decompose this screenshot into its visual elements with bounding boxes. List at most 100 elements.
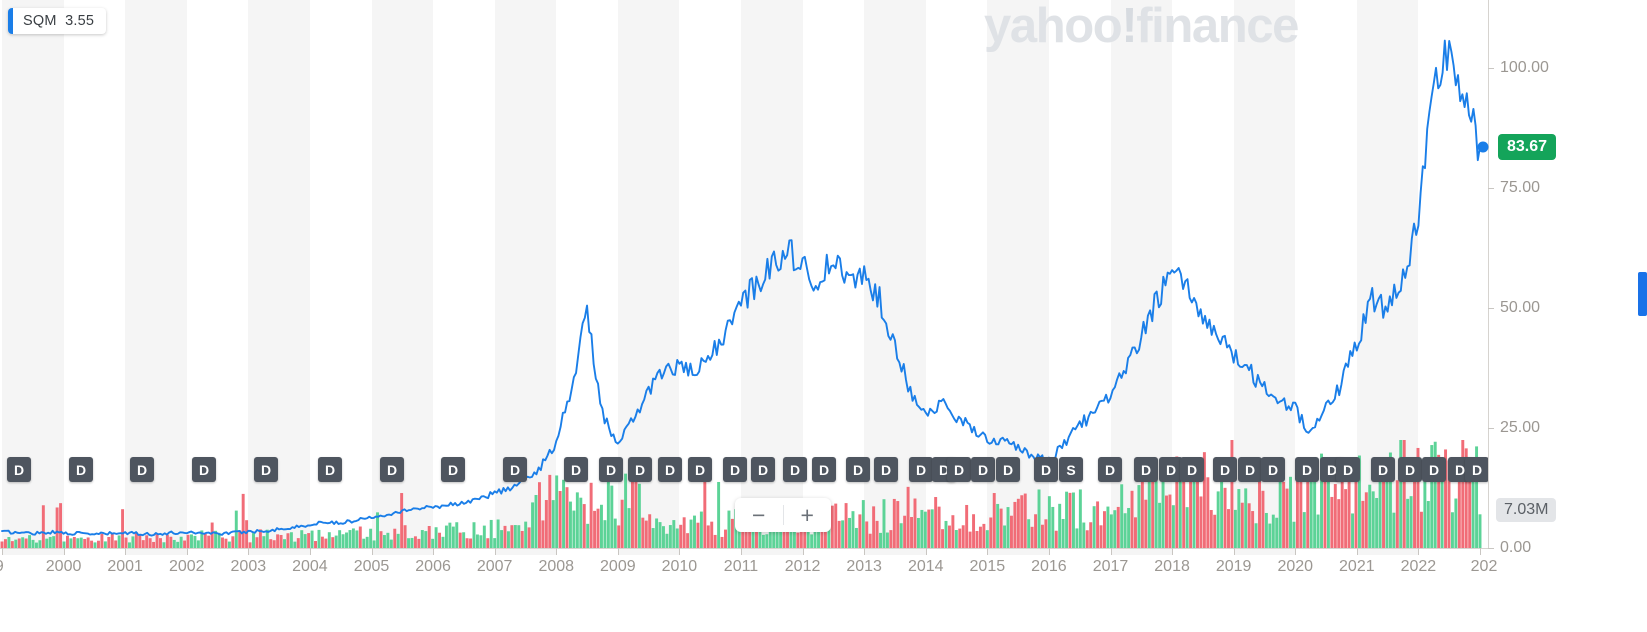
dividend-marker[interactable]: D bbox=[192, 457, 216, 482]
date-axis[interactable]: 99 2000 2001 2002 2003 2004 2005 2006 2007 2008 20… bbox=[0, 548, 1497, 598]
dividend-marker[interactable]: D bbox=[380, 457, 404, 482]
dividend-marker[interactable]: D bbox=[1238, 457, 1262, 482]
volume-bar bbox=[193, 535, 197, 548]
volume-bar bbox=[1020, 495, 1024, 548]
volume-bar bbox=[1051, 506, 1055, 548]
dividend-marker[interactable]: D bbox=[69, 457, 93, 482]
volume-bar bbox=[24, 538, 28, 548]
dividend-marker[interactable]: D bbox=[1180, 457, 1204, 482]
volume-bar bbox=[1237, 489, 1241, 548]
volume-bar bbox=[1058, 503, 1062, 548]
dividend-marker[interactable]: D bbox=[1422, 457, 1446, 482]
dividend-marker[interactable]: D bbox=[1213, 457, 1237, 482]
volume-bar bbox=[482, 525, 486, 548]
volume-bar bbox=[989, 517, 993, 548]
dividend-marker[interactable]: D bbox=[254, 457, 278, 482]
dividend-marker[interactable]: D bbox=[688, 457, 712, 482]
volume-bar bbox=[503, 525, 507, 548]
dividend-marker[interactable]: D bbox=[846, 457, 870, 482]
volume-bar bbox=[1402, 440, 1406, 548]
volume-bar bbox=[1323, 467, 1327, 548]
volume-bar bbox=[779, 524, 783, 548]
dividend-marker[interactable]: D bbox=[628, 457, 652, 482]
price-axis-tick: 25.00 bbox=[1488, 419, 1540, 437]
volume-bar bbox=[524, 521, 528, 548]
volume-bar bbox=[937, 506, 941, 548]
tick-dash bbox=[1233, 548, 1235, 555]
zoom-control[interactable]: − + bbox=[735, 498, 831, 532]
dividend-marker[interactable]: D bbox=[996, 457, 1020, 482]
volume-bar bbox=[903, 515, 907, 548]
volume-bar bbox=[582, 504, 586, 548]
dividend-marker[interactable]: D bbox=[564, 457, 588, 482]
volume-bar bbox=[658, 522, 662, 548]
zoom-out-button[interactable]: − bbox=[752, 501, 766, 528]
volume-bar bbox=[207, 535, 211, 548]
volume-bar bbox=[255, 537, 259, 548]
dividend-marker[interactable]: D bbox=[947, 457, 971, 482]
dividend-marker[interactable]: D bbox=[441, 457, 465, 482]
volume-bar bbox=[927, 509, 931, 548]
dividend-marker[interactable]: D bbox=[783, 457, 807, 482]
dividend-marker[interactable]: D bbox=[751, 457, 775, 482]
tick-dash bbox=[864, 548, 866, 555]
volume-bar bbox=[1388, 452, 1392, 548]
tick-dash bbox=[494, 548, 496, 555]
dividend-marker[interactable]: D bbox=[503, 457, 527, 482]
dividend-marker[interactable]: D bbox=[1261, 457, 1285, 482]
zoom-in-button[interactable]: + bbox=[800, 501, 814, 528]
volume-bar bbox=[593, 510, 597, 548]
volume-bar bbox=[772, 527, 776, 548]
volume-bar bbox=[1165, 495, 1168, 548]
volume-bar bbox=[1158, 502, 1162, 548]
dividend-marker[interactable]: D bbox=[1336, 457, 1360, 482]
volume-bar bbox=[868, 533, 872, 548]
volume-bar bbox=[1037, 489, 1041, 548]
volume-bar bbox=[748, 520, 752, 548]
tick-dash bbox=[987, 548, 989, 555]
volume-bar bbox=[152, 541, 156, 548]
dividend-marker[interactable]: D bbox=[1398, 457, 1422, 482]
dividend-marker[interactable]: D bbox=[723, 457, 747, 482]
volume-bar bbox=[1144, 499, 1148, 548]
volume-bar bbox=[951, 515, 955, 548]
volume-bar bbox=[286, 533, 290, 548]
volume-bar bbox=[97, 540, 100, 548]
volume-bar bbox=[1227, 509, 1230, 548]
price-axis-tick: 100.00 bbox=[1488, 59, 1549, 77]
dividend-marker[interactable]: D bbox=[318, 457, 342, 482]
volume-scale-badge: 7.03M bbox=[1496, 498, 1557, 522]
volume-bar bbox=[241, 493, 245, 548]
quote-label-pill[interactable]: SQM 3.55 bbox=[8, 8, 107, 34]
volume-bar bbox=[758, 530, 762, 548]
volume-bar bbox=[1123, 513, 1127, 548]
vertical-scrollbar-handle[interactable] bbox=[1638, 272, 1647, 316]
dividend-marker[interactable]: D bbox=[874, 457, 898, 482]
dividend-marker[interactable]: D bbox=[130, 457, 154, 482]
volume-bar bbox=[1271, 514, 1275, 548]
split-marker[interactable]: S bbox=[1059, 457, 1083, 482]
dividend-marker[interactable]: D bbox=[1159, 457, 1183, 482]
dividend-marker[interactable]: D bbox=[1371, 457, 1395, 482]
dividend-marker[interactable]: D bbox=[599, 457, 623, 482]
dividend-marker[interactable]: D bbox=[1098, 457, 1122, 482]
volume-bar bbox=[48, 536, 52, 548]
dividend-marker[interactable]: D bbox=[909, 457, 933, 482]
volume-bar bbox=[562, 479, 566, 548]
volume-bar bbox=[1140, 461, 1144, 548]
price-axis[interactable]: 83.67 7.03M 100.00 75.00 50.00 25.00 0.00 bbox=[1477, 0, 1647, 556]
dividend-marker[interactable]: D bbox=[7, 457, 31, 482]
dividend-marker[interactable]: D bbox=[971, 457, 995, 482]
volume-bar bbox=[169, 536, 173, 548]
dividend-marker[interactable]: D bbox=[658, 457, 682, 482]
dividend-marker[interactable]: D bbox=[1134, 457, 1158, 482]
dividend-marker[interactable]: D bbox=[1034, 457, 1058, 482]
volume-bar bbox=[930, 509, 934, 548]
date-axis-tick-label: 2016 bbox=[1031, 558, 1067, 575]
dividend-marker[interactable]: D bbox=[1465, 457, 1488, 482]
dividend-marker[interactable]: D bbox=[1295, 457, 1319, 482]
volume-bar bbox=[262, 536, 266, 548]
dividend-marker[interactable]: D bbox=[812, 457, 836, 482]
